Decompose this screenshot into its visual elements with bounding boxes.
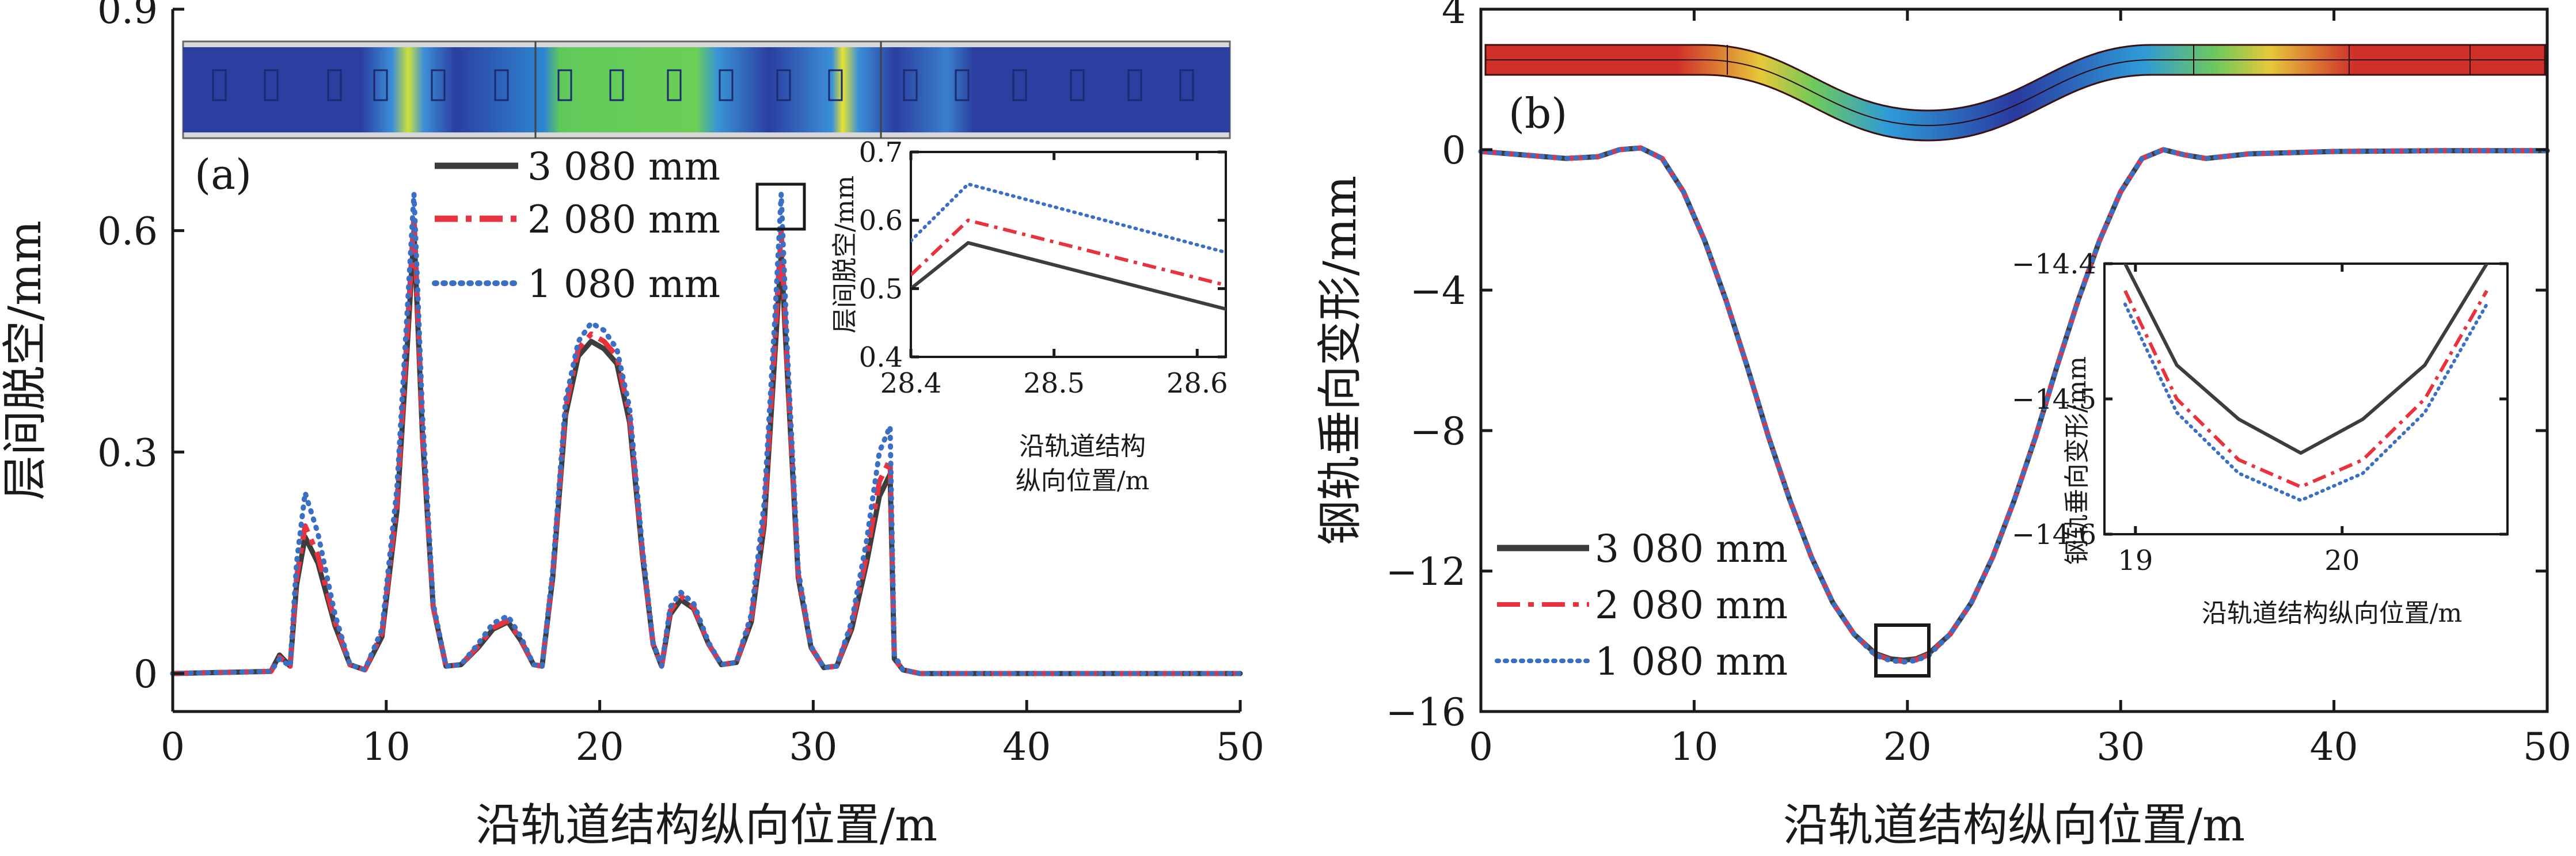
plot-a-series bbox=[170, 191, 1243, 676]
contour-image-b bbox=[1484, 44, 2546, 142]
legend-b-label-1080: 1 080 mm bbox=[1595, 640, 1788, 684]
plot-b-y-tick-label: −4 bbox=[1410, 269, 1466, 313]
plot-a-y-tick-label: 0.6 bbox=[97, 210, 158, 254]
inset-a-y-tick-label: 0.5 bbox=[859, 273, 903, 305]
plot-b-y-tick-label: −12 bbox=[1386, 550, 1466, 594]
plot-a-y-tick-label: 0 bbox=[134, 652, 158, 697]
plot-b-y-tick-label: −16 bbox=[1386, 690, 1466, 735]
inset-b-y-tick-label: −14.6 bbox=[2012, 519, 2096, 551]
inset-b-series-3080mm bbox=[2123, 264, 2489, 455]
inset-a-y-tick-label: 0.6 bbox=[859, 205, 903, 237]
inset-b-y-tick-label: −14.4 bbox=[2012, 248, 2096, 280]
legend-a-label-2080: 2 080 mm bbox=[527, 197, 720, 242]
inset-a-x-label-line1: 沿轨道结构 bbox=[1019, 432, 1146, 461]
inset-a-series bbox=[911, 182, 1226, 311]
inset-b-series-2080mm bbox=[2123, 290, 2488, 489]
plot-b-x-tick-label: 30 bbox=[2096, 725, 2145, 769]
plot-b-inset: 19 20 −14.6 −14.5 −14.4 钢轨垂向变形/mm 沿轨道结构纵向位置/… bbox=[2012, 248, 2509, 628]
inset-a-series-2080mm bbox=[911, 218, 1226, 287]
inset-a-x-tick-label: 28.4 bbox=[880, 367, 942, 400]
plot-a-x-tick-label: 10 bbox=[362, 725, 411, 769]
inset-b-x-tick-label: 20 bbox=[2324, 545, 2360, 577]
plot-b-x-axis-label: 沿轨道结构纵向位置/m bbox=[1783, 800, 2245, 851]
plot-a-y-axis-label: 层间脱空/mm bbox=[0, 220, 51, 500]
inset-b-x-axis-label: 沿轨道结构纵向位置/m bbox=[2202, 599, 2463, 628]
plot-a-legend: 3 080 mm 2 080 mm 1 080 mm bbox=[432, 144, 720, 306]
plot-b-y-tick-label: 0 bbox=[1442, 128, 1466, 173]
plot-b-frame bbox=[1479, 7, 2549, 713]
plot-a-ticks: 0 10 20 30 40 50 0 0.3 0.6 0.9 bbox=[97, 0, 1264, 769]
plot-b-y-tick-label: 4 bbox=[1442, 0, 1466, 32]
plot-b-x-tick-label: 10 bbox=[1670, 725, 1718, 769]
panel-b: 0 10 20 30 40 50 −16 −12 −8 −4 0 4 沿轨道结构纵向位置/m 钢轨垂向… bbox=[1314, 0, 2571, 851]
panel-a-label: (a) bbox=[195, 150, 252, 199]
plot-a-series-1080mm bbox=[170, 191, 1243, 676]
inset-a-y-tick-label: 0.4 bbox=[859, 341, 903, 374]
plot-b-y-tick-label: −8 bbox=[1410, 409, 1466, 454]
plot-b-zoom-box bbox=[1874, 623, 1931, 678]
plot-a-y-tick-label: 0.9 bbox=[97, 0, 158, 32]
plot-a-x-tick-label: 50 bbox=[1216, 725, 1264, 769]
panel-b-label: (b) bbox=[1509, 89, 1567, 138]
plot-b-y-axis-label: 钢轨垂向变形/mm bbox=[1314, 176, 1366, 545]
plot-a-x-tick-label: 40 bbox=[1002, 725, 1051, 769]
plot-a-x-axis-label: 沿轨道结构纵向位置/m bbox=[476, 800, 937, 851]
plot-b-series bbox=[1478, 145, 2550, 665]
plot-a-y-tick-label: 0.3 bbox=[97, 431, 158, 475]
inset-a-x-label-line2: 纵向位置/m bbox=[1016, 466, 1150, 496]
plot-b-x-tick-label: 40 bbox=[2310, 725, 2358, 769]
inset-a-y-axis-label: 层间脱空/mm bbox=[830, 176, 860, 333]
legend-a-label-1080: 1 080 mm bbox=[527, 262, 720, 306]
plot-a-inset: 28.4 28.5 28.6 0.4 0.5 0.6 0.7 层间脱空/mm 沿轨道结构 纵… bbox=[830, 136, 1228, 496]
inset-b-series bbox=[2123, 264, 2489, 503]
inset-b-y-axis-label: 钢轨垂向变形/mm bbox=[2062, 356, 2092, 565]
plot-b-ticks: 0 10 20 30 40 50 −16 −12 −8 −4 0 4 bbox=[1386, 0, 2571, 769]
inset-b-x-tick-label: 19 bbox=[2118, 545, 2153, 577]
inset-a-x-tick-label: 28.5 bbox=[1023, 367, 1085, 400]
inset-b-series-1080mm bbox=[2123, 302, 2489, 503]
plot-b-x-tick-label: 20 bbox=[1883, 725, 1932, 769]
plot-b-x-tick-label: 50 bbox=[2523, 725, 2571, 769]
inset-a-y-tick-label: 0.7 bbox=[859, 136, 903, 169]
inset-a-x-tick-label: 28.6 bbox=[1167, 367, 1228, 400]
contour-image-a bbox=[182, 40, 1231, 139]
plot-a-x-tick-label: 30 bbox=[789, 725, 837, 769]
plot-b-x-tick-label: 0 bbox=[1469, 725, 1493, 769]
inset-b-y-tick-label: −14.5 bbox=[2012, 383, 2096, 416]
legend-b-label-3080: 3 080 mm bbox=[1595, 527, 1788, 571]
inset-b-ticks: 19 20 −14.6 −14.5 −14.4 bbox=[2012, 248, 2507, 577]
inset-a-ticks: 28.4 28.5 28.6 0.4 0.5 0.6 0.7 bbox=[859, 136, 1228, 400]
plot-a-x-tick-label: 0 bbox=[161, 725, 185, 769]
plot-b-series-1080mm bbox=[1478, 145, 2550, 665]
legend-b-label-2080: 2 080 mm bbox=[1595, 583, 1788, 627]
plot-a-x-tick-label: 20 bbox=[576, 725, 624, 769]
plot-b-legend: 3 080 mm 2 080 mm 1 080 mm bbox=[1495, 527, 1788, 684]
inset-a-series-1080mm bbox=[911, 182, 1226, 254]
inset-a-series-3080mm bbox=[911, 241, 1226, 311]
legend-a-label-3080: 3 080 mm bbox=[527, 144, 720, 189]
plot-a-zoom-box bbox=[755, 182, 806, 231]
